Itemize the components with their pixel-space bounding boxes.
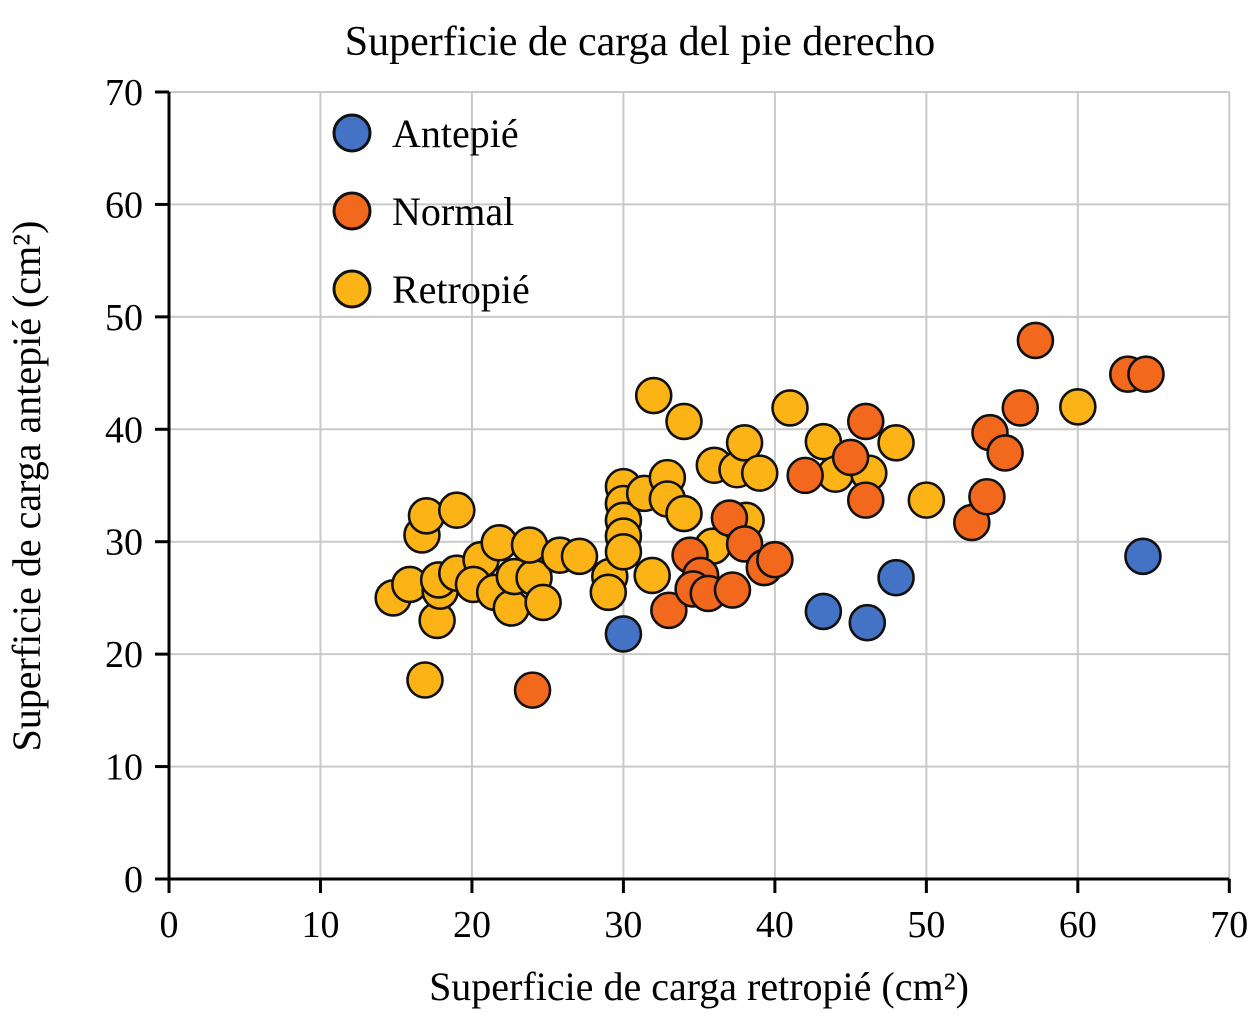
x-tick-label: 20 bbox=[453, 904, 491, 946]
legend-label: Retropié bbox=[392, 267, 530, 312]
legend-item-normal: Normal bbox=[332, 189, 514, 234]
data-point-retropie bbox=[560, 537, 599, 576]
data-point-retropie bbox=[877, 423, 915, 462]
data-points bbox=[374, 321, 1165, 709]
data-point-normal bbox=[846, 402, 885, 441]
data-point-retropie bbox=[771, 389, 809, 427]
chart-title: Superficie de carga del pie derecho bbox=[345, 19, 935, 65]
data-point-retropie bbox=[604, 533, 643, 571]
data-point-normal bbox=[1016, 321, 1055, 360]
legend-item-retropie: Retropié bbox=[332, 267, 530, 312]
data-point-retropie bbox=[907, 481, 946, 519]
data-point-antepie bbox=[877, 558, 915, 597]
y-tick-label: 40 bbox=[105, 409, 143, 451]
data-point-retropie bbox=[524, 583, 562, 622]
legend-label: Normal bbox=[392, 189, 514, 234]
x-tick-label: 10 bbox=[301, 904, 339, 946]
legend-marker bbox=[332, 113, 372, 153]
data-point-antepie bbox=[604, 615, 643, 653]
data-point-antepie bbox=[804, 592, 843, 631]
data-point-normal bbox=[650, 591, 688, 630]
data-point-retropie bbox=[665, 402, 703, 441]
data-point-retropie bbox=[1059, 387, 1097, 426]
data-point-retropie bbox=[437, 491, 476, 530]
data-point-normal bbox=[1001, 389, 1040, 427]
data-point-normal bbox=[513, 671, 552, 709]
y-axis-title: Superficie de carga antepié (cm²) bbox=[4, 221, 49, 752]
x-axis-title: Superficie de carga retropié (cm²) bbox=[429, 964, 969, 1009]
y-tick-label: 20 bbox=[105, 634, 143, 676]
x-tick-label: 40 bbox=[756, 904, 794, 946]
x-tick-label: 50 bbox=[907, 904, 945, 946]
legend-label: Antepié bbox=[392, 111, 519, 156]
y-tick-label: 70 bbox=[105, 72, 143, 114]
data-point-retropie bbox=[634, 376, 673, 415]
data-point-retropie bbox=[633, 556, 671, 595]
x-tick-label: 30 bbox=[604, 904, 642, 946]
y-tick-label: 10 bbox=[105, 747, 143, 789]
data-point-retropie bbox=[406, 661, 444, 699]
data-point-antepie bbox=[1124, 537, 1162, 576]
data-point-normal bbox=[756, 540, 794, 579]
data-point-normal bbox=[1127, 355, 1165, 393]
data-point-retropie bbox=[740, 454, 779, 492]
y-tick-label: 60 bbox=[105, 184, 143, 226]
data-point-normal bbox=[831, 438, 870, 477]
data-point-retropie bbox=[725, 423, 764, 462]
gridlines bbox=[169, 91, 1231, 879]
data-point-normal bbox=[846, 481, 885, 519]
axes bbox=[155, 90, 1231, 893]
legend-item-antepie: Antepié bbox=[332, 111, 519, 156]
y-tick-label: 50 bbox=[105, 297, 143, 339]
y-tick-label: 0 bbox=[124, 859, 143, 901]
data-point-retropie bbox=[492, 589, 531, 627]
x-tick-label: 60 bbox=[1059, 904, 1097, 946]
data-point-normal bbox=[713, 571, 752, 609]
data-point-normal bbox=[968, 477, 1006, 516]
data-point-retropie bbox=[407, 497, 446, 535]
data-point-retropie bbox=[665, 494, 703, 533]
data-point-normal bbox=[786, 456, 824, 495]
legend: Antepié Normal Retropié bbox=[332, 111, 530, 312]
data-point-antepie bbox=[848, 603, 887, 642]
tick-labels: 0 10 20 30 40 50 60 70 0 10 20 30 40 50 60 70 bbox=[105, 72, 1248, 946]
legend-marker bbox=[332, 269, 372, 309]
x-tick-label: 0 bbox=[160, 904, 179, 946]
legend-marker bbox=[332, 191, 372, 231]
data-point-normal bbox=[986, 434, 1024, 472]
x-tick-label: 70 bbox=[1210, 904, 1248, 946]
y-tick-label: 30 bbox=[105, 522, 143, 564]
data-point-retropie bbox=[589, 573, 628, 612]
